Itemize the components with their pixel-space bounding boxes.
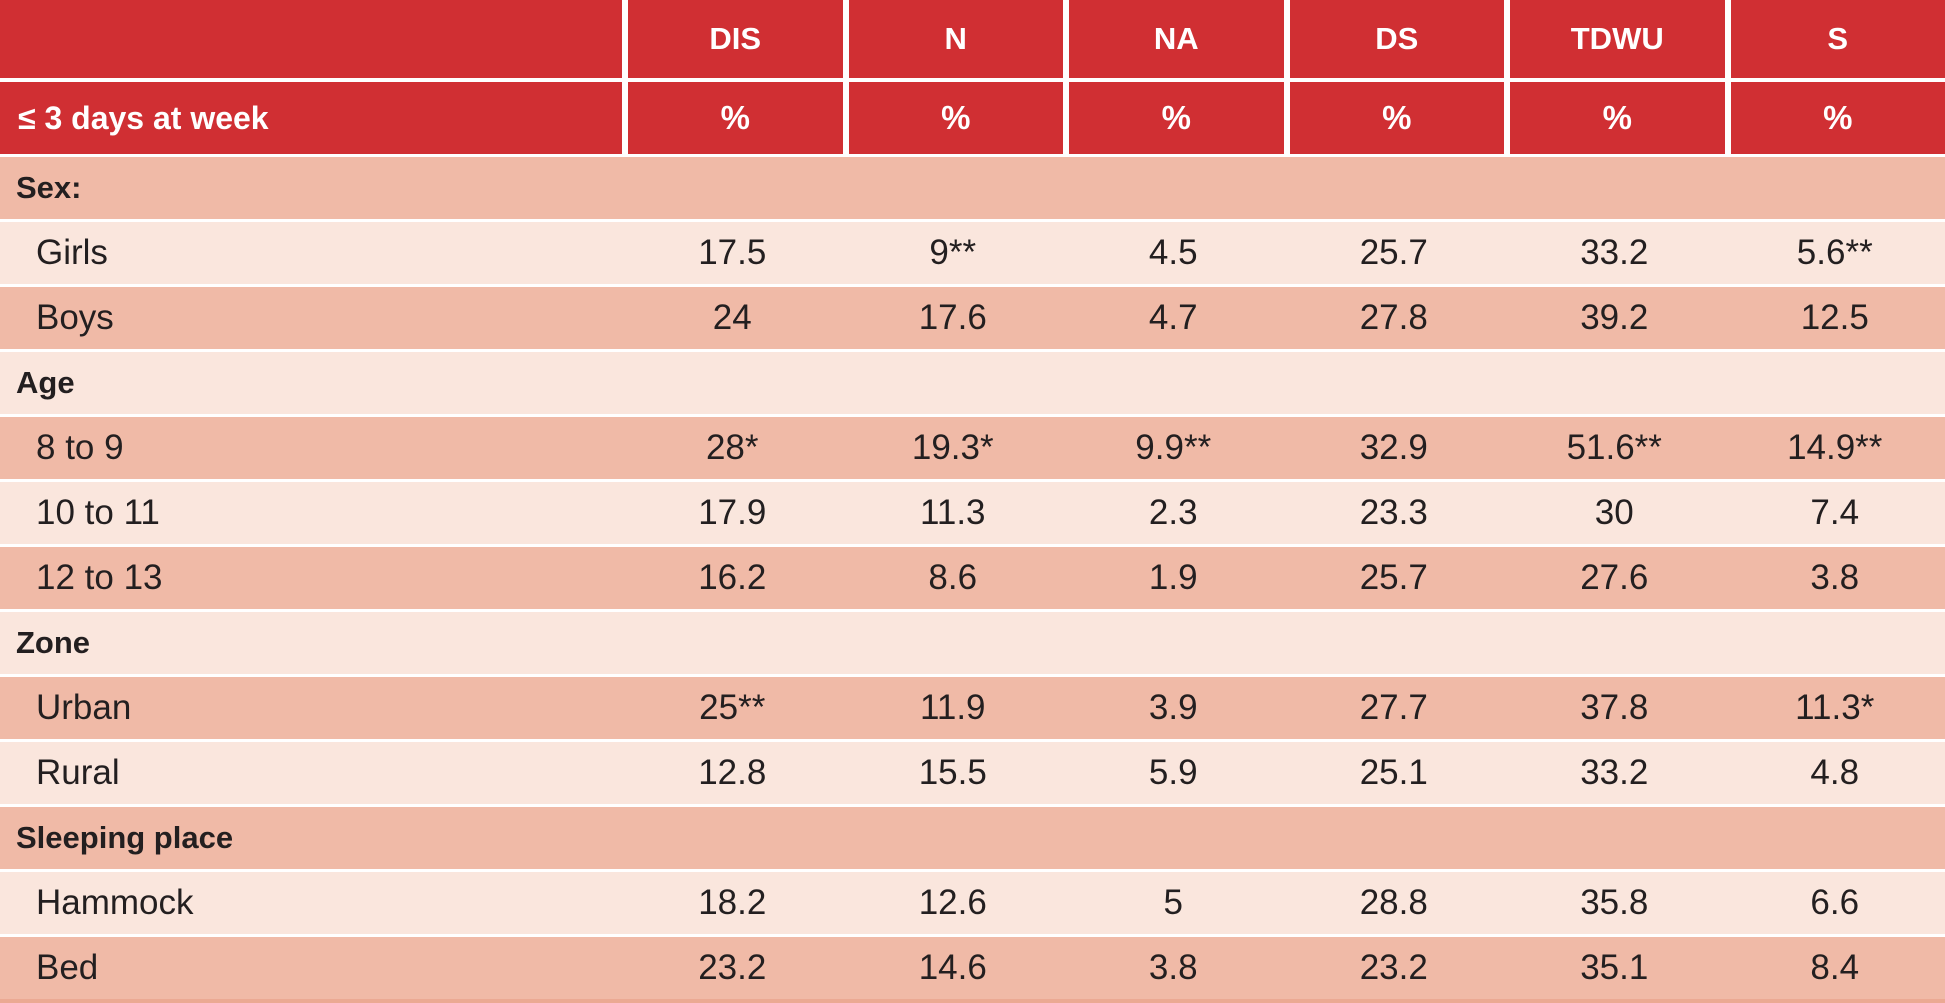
cell-value: 15.5 [918, 753, 987, 792]
section-label: Sex: [16, 170, 82, 205]
cell-value: 4.8 [1810, 753, 1860, 792]
cell-value: 33.2 [1580, 753, 1649, 792]
cell-value: 18.2 [698, 883, 767, 922]
column-header-s: S [1724, 0, 1945, 78]
table-row-urban: Urban 25** 11.9 3.9 27.7 37.8 11.3* [0, 677, 1945, 739]
column-header-na: NA [1063, 0, 1284, 78]
unit-label: % [1504, 82, 1725, 154]
cell-value: 30 [1594, 493, 1634, 532]
cell-value: 19.3* [911, 428, 994, 467]
cell-value: 17.6 [918, 298, 987, 337]
unit-label: % [1283, 82, 1504, 154]
header-row-abbreviations: DIS N NA DS TDWU S [0, 0, 1945, 78]
column-header-dis: DIS [622, 0, 843, 78]
row-label-header: ≤ 3 days at week [0, 82, 622, 154]
unit-label: % [842, 82, 1063, 154]
row-label: Girls [36, 233, 108, 272]
cell-value: 51.6** [1566, 428, 1662, 467]
row-label: 10 to 11 [36, 493, 160, 532]
section-label: Sleeping place [16, 820, 234, 855]
column-header-tdwu: TDWU [1504, 0, 1725, 78]
cell-value: 24 [712, 298, 752, 337]
cell-value: 5.9 [1148, 753, 1198, 792]
table-row-10-to-11: 10 to 11 17.9 11.3 2.3 23.3 30 7.4 [0, 482, 1945, 544]
cell-value: 33.2 [1580, 233, 1649, 272]
cell-value: 11.3 [919, 493, 986, 532]
cell-value: 5.6** [1796, 233, 1873, 272]
cell-value: 6.6 [1810, 883, 1860, 922]
cell-value: 3.8 [1148, 948, 1198, 987]
row-label: Boys [36, 298, 114, 337]
cell-value: 9** [929, 233, 977, 272]
row-label: Hammock [36, 883, 194, 922]
cell-value: 16.2 [698, 558, 767, 597]
cell-value: 1.9 [1148, 558, 1198, 597]
cell-value: 27.7 [1359, 688, 1428, 727]
cell-value: 25.7 [1359, 233, 1428, 272]
table-row-boys: Boys 24 17.6 4.7 27.8 39.2 12.5 [0, 287, 1945, 349]
unit-label: % [1724, 82, 1945, 154]
cell-value: 12.8 [698, 753, 767, 792]
table-row-girls: Girls 17.5 9** 4.5 25.7 33.2 5.6** [0, 222, 1945, 284]
cell-value: 9.9** [1135, 428, 1212, 467]
unit-label: % [622, 82, 843, 154]
cell-value: 12.6 [918, 883, 987, 922]
column-header-ds: DS [1283, 0, 1504, 78]
section-row-age: Age [0, 352, 1945, 414]
cell-value: 4.7 [1148, 298, 1198, 337]
section-label: Age [16, 365, 75, 400]
table-row-bed: Bed 23.2 14.6 3.8 23.2 35.1 8.4 [0, 937, 1945, 999]
table-bottom-edge [0, 999, 1945, 1003]
cell-value: 11.3* [1795, 688, 1875, 727]
cell-value: 37.8 [1580, 688, 1649, 727]
table-row-rural: Rural 12.8 15.5 5.9 25.1 33.2 4.8 [0, 742, 1945, 804]
cell-value: 35.1 [1580, 948, 1649, 987]
section-row-sleeping-place: Sleeping place [0, 807, 1945, 869]
cell-value: 25** [699, 688, 766, 727]
cell-value: 11.9 [919, 688, 986, 727]
cell-value: 5 [1163, 883, 1183, 922]
cell-value: 12.5 [1800, 298, 1869, 337]
cell-value: 2.3 [1148, 493, 1198, 532]
column-header-n: N [842, 0, 1063, 78]
row-label: Rural [36, 753, 120, 792]
cell-value: 17.9 [698, 493, 767, 532]
header-row-units: ≤ 3 days at week % % % % % % [0, 82, 1945, 154]
cell-value: 23.2 [1359, 948, 1428, 987]
cell-value: 28* [705, 428, 759, 467]
cell-value: 14.9** [1787, 428, 1883, 467]
cell-value: 7.4 [1810, 493, 1860, 532]
cell-value: 3.9 [1148, 688, 1198, 727]
cell-value: 39.2 [1580, 298, 1649, 337]
cell-value: 17.5 [698, 233, 767, 272]
cell-value: 25.1 [1359, 753, 1428, 792]
cell-value: 3.8 [1810, 558, 1860, 597]
cell-value: 32.9 [1359, 428, 1428, 467]
section-label: Zone [16, 625, 91, 660]
cell-value: 27.8 [1359, 298, 1428, 337]
row-label: 12 to 13 [36, 558, 163, 597]
cell-value: 8.4 [1810, 948, 1860, 987]
cell-value: 23.2 [698, 948, 767, 987]
unit-label: % [1063, 82, 1284, 154]
cell-value: 8.6 [928, 558, 978, 597]
cell-value: 14.6 [918, 948, 987, 987]
table-row-8-to-9: 8 to 9 28* 19.3* 9.9** 32.9 51.6** 14.9*… [0, 417, 1945, 479]
table-row-12-to-13: 12 to 13 16.2 8.6 1.9 25.7 27.6 3.8 [0, 547, 1945, 609]
header-corner-cell [0, 0, 622, 78]
table-row-hammock: Hammock 18.2 12.6 5 28.8 35.8 6.6 [0, 872, 1945, 934]
row-label: Bed [36, 948, 99, 987]
cell-value: 27.6 [1580, 558, 1649, 597]
cell-value: 28.8 [1359, 883, 1428, 922]
cell-value: 35.8 [1580, 883, 1649, 922]
cell-value: 4.5 [1148, 233, 1198, 272]
section-row-zone: Zone [0, 612, 1945, 674]
row-label: 8 to 9 [36, 428, 124, 467]
cell-value: 25.7 [1359, 558, 1428, 597]
cell-value: 23.3 [1359, 493, 1428, 532]
row-label: Urban [36, 688, 132, 727]
section-row-sex: Sex: [0, 157, 1945, 219]
